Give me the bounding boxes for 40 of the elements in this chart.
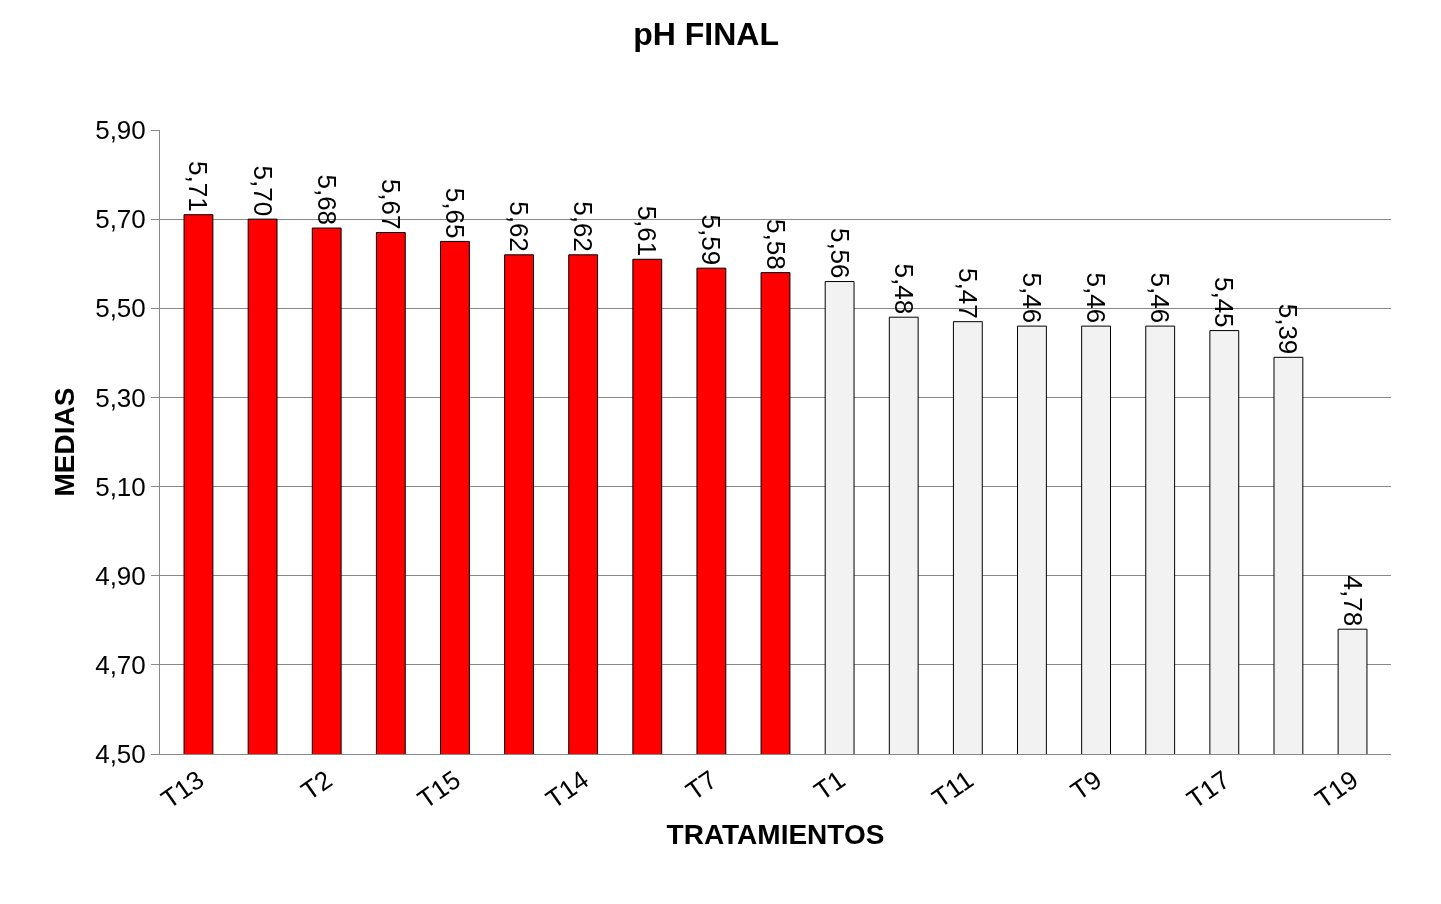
y-tick-label: 5,70 [95,204,146,235]
data-label: 5,65 [439,187,470,239]
x-tick-label: T19 [1309,764,1364,815]
x-tick-label: T13 [155,764,210,815]
data-label: 5,70 [247,165,278,217]
data-label: 5,48 [888,263,919,315]
x-tick-label: T1 [808,764,851,807]
x-tick-label: T17 [1181,764,1236,815]
x-tick-label: T9 [1064,764,1107,807]
data-label: 5,59 [696,214,727,266]
data-label: 5,58 [760,219,791,270]
y-tick-label: 4,70 [95,649,146,680]
y-tick-label: 4,50 [95,739,146,770]
chart-title: pH FINAL [633,16,779,52]
x-tick-label: T2 [295,764,338,807]
x-tick-label: T11 [926,764,979,814]
data-label: 5,46 [1081,272,1112,324]
data-label: 5,46 [1145,272,1176,324]
data-label: 5,68 [311,174,342,226]
x-tick-label: T15 [411,764,466,815]
data-label: 5,46 [1016,272,1047,324]
data-label: 5,56 [824,227,855,279]
data-label: 5,62 [568,201,599,252]
y-tick-label: 5,30 [95,382,146,413]
x-tick-label: T14 [540,764,595,815]
data-label: 5,39 [1273,303,1304,355]
data-label: 5,47 [952,268,983,319]
x-tick-label: T7 [680,764,723,807]
y-tick-label: 4,90 [95,560,146,591]
data-label: 5,67 [375,178,406,230]
data-label: 5,71 [183,161,214,212]
data-label: 4,78 [1337,575,1368,627]
x-axis-title: TRATAMIENTOS [666,818,885,850]
y-tick-label: 5,10 [95,471,146,502]
y-axis-title: MEDIAS [48,387,80,497]
data-label: 5,61 [632,205,663,257]
y-tick-label: 5,90 [95,115,146,146]
data-label: 5,45 [1209,276,1240,328]
y-tick-label: 5,50 [95,293,146,324]
data-label: 5,62 [504,201,535,252]
